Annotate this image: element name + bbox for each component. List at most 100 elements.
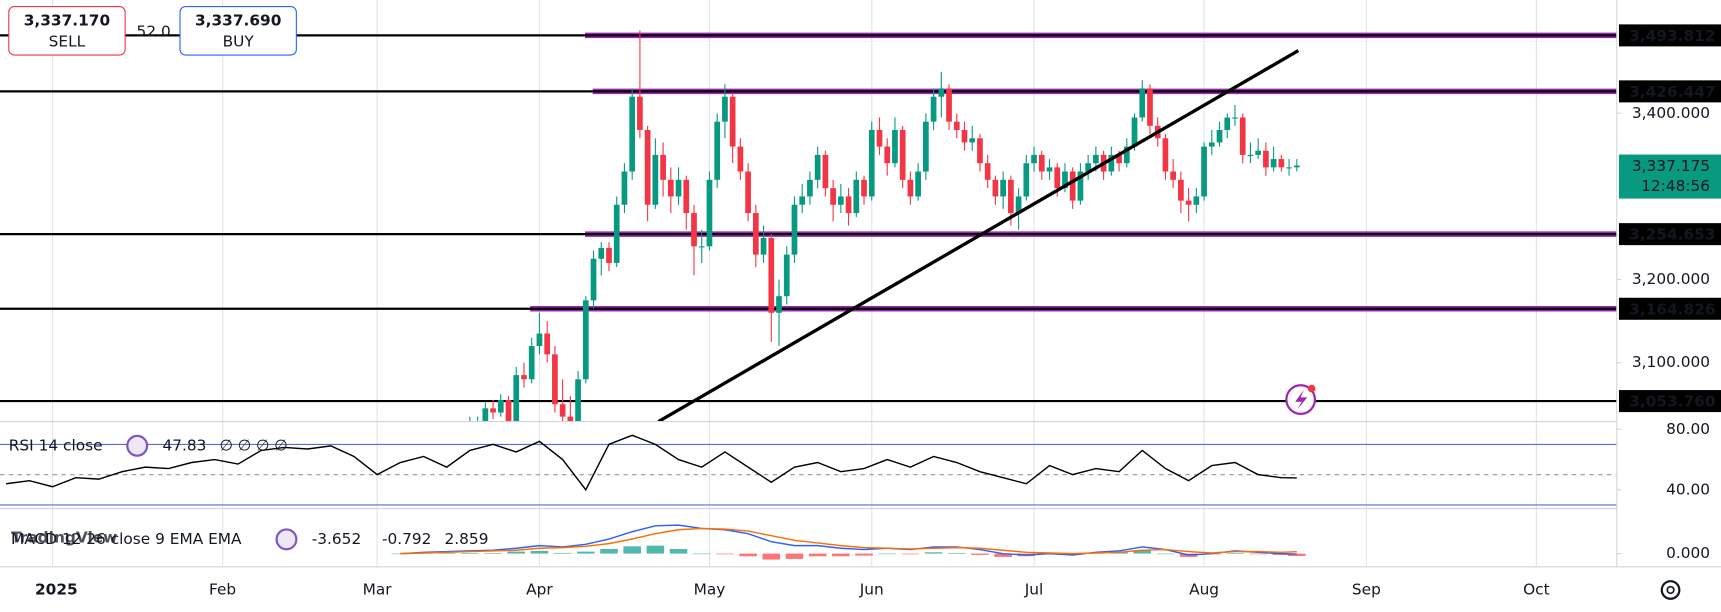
candle-body [590,258,597,301]
candle-body [760,237,767,255]
histogram-bar [832,553,850,557]
histogram-bar [553,552,572,554]
macd-legend: MACD 12 26 close 9 EMA EMA [11,530,242,548]
series-line [400,524,1297,556]
x-tick-label: Sep [1352,580,1381,598]
candle-body [652,154,659,205]
price-panel [0,30,1617,422]
candle-body [667,179,674,197]
candle-body [953,121,960,130]
countdown: 12:48:56 [1641,177,1710,195]
candle-body [799,196,806,205]
sell-button[interactable] [8,6,126,56]
candle-body [1170,171,1177,180]
candle-body [1108,154,1115,172]
candle-body [621,171,628,205]
candle-body [552,354,558,405]
histogram-bar [1133,550,1152,554]
candle-body [1123,146,1130,164]
events-icon[interactable] [1285,384,1317,415]
level-label-box [1618,297,1721,320]
candle-body [490,408,496,413]
candle-body [1201,146,1207,197]
histogram-bar [971,553,989,555]
macd-hist-value: -3.652 [312,530,362,548]
candle-body [1077,171,1084,201]
histogram-bar [692,553,711,555]
candle-body [984,163,991,180]
candle-body [1162,138,1169,172]
rsi-flags: ∅ ∅ ∅ ∅ [220,436,288,454]
candle-body [722,96,728,122]
level-label: 3,164.826 [1629,300,1715,318]
candle-body [528,346,535,380]
histogram-bar [669,548,688,554]
histogram-bar [623,546,641,554]
candle-body [729,96,736,147]
watermark: TradingView [11,529,117,547]
candle-body [1147,88,1153,126]
level-label-box [1618,390,1721,413]
candle-body [1046,167,1053,172]
rsi-icon [126,434,149,457]
grid [52,0,1537,567]
candle-body [922,121,929,172]
candle-body [752,213,759,255]
candle-body [907,179,914,197]
candle-body [582,300,589,380]
candle-body [683,179,690,214]
histogram-bar [1226,552,1244,554]
candle-body [536,333,543,347]
candle-body [1069,171,1076,201]
y-tick-label: 3,200.000 [1632,270,1710,288]
x-tick-label: Feb [209,580,236,598]
buy-button[interactable] [179,6,297,56]
level-label: 3,254.653 [1629,226,1715,244]
candle-body [1193,196,1200,205]
candle-body [513,375,520,422]
candle-body [861,179,867,197]
histogram-bar [855,553,873,556]
histogram-bar [739,553,757,557]
x-tick-label: Jul [1024,580,1044,598]
candle-body [660,154,666,180]
settings-icon[interactable] [1660,580,1681,600]
histogram-bar [947,552,966,554]
rsi-legend: RSI 14 close [9,436,103,454]
histogram-bar [530,550,549,554]
histogram-bar [437,552,456,554]
candle-body [938,88,945,97]
candle-body [606,247,612,263]
x-tick-label: Oct [1523,580,1550,598]
y-tick-label: 0.000 [1666,544,1710,562]
histogram-bar [994,553,1012,557]
candle-body [1247,154,1254,156]
candle-body [1208,142,1215,147]
candle-body [598,247,605,259]
histogram-bar [762,553,781,560]
y-tick-label: 80.00 [1666,420,1710,438]
candle-body [737,146,744,172]
candle-body [521,375,527,380]
candle-body [977,138,983,164]
candle-body [1038,154,1045,172]
last-price-box [1618,154,1721,199]
candle-body [768,237,775,313]
candle-body [567,416,574,422]
level-label-box [1618,24,1721,47]
candle-body [1000,179,1006,197]
histogram-bar [577,551,595,554]
candle-body [1178,179,1184,201]
histogram-bar [785,553,804,559]
histogram-bar [1288,553,1306,557]
candle-body [575,379,581,422]
sell-label: SELL [49,32,86,50]
candle-body [807,179,813,197]
macd-panel [391,524,1306,560]
candle-body [1232,117,1238,119]
candle-body [853,179,860,214]
buy-label: BUY [223,32,255,50]
macd-icon [275,528,298,551]
